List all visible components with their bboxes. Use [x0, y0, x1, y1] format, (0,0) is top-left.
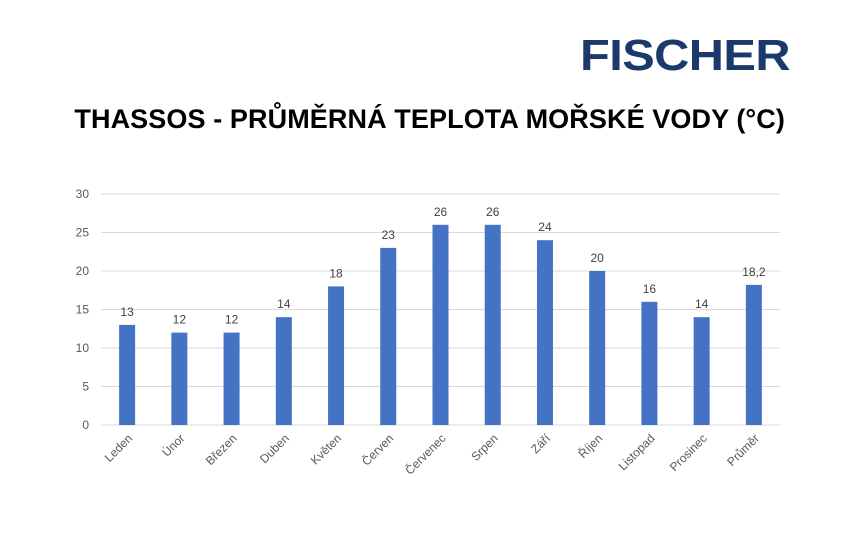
- bar-3: [223, 332, 240, 425]
- data-label-4: 14: [277, 297, 291, 311]
- bar-8: [484, 224, 501, 425]
- bar-6: [380, 247, 397, 425]
- x-tick-label-9: Září: [528, 431, 553, 456]
- x-axis-tick-labels: Leden Únor Březen Duben Květen Červen Červenec…: [102, 431, 762, 478]
- y-tick-label: 30: [76, 187, 90, 201]
- fischer-logo: FISCHER: [580, 31, 790, 80]
- bar-11: [641, 301, 658, 425]
- chart-title: THASSOS - PRŮMĚRNÁ TEPLOTA MOŘSKÉ VODY (…: [74, 104, 785, 134]
- data-labels: 13 12 12 14 18 23 26 26 24 20 16 14 18,2: [120, 205, 765, 327]
- data-label-12: 14: [695, 297, 709, 311]
- bar-2: [171, 332, 188, 425]
- data-label-3: 12: [225, 313, 239, 327]
- x-tick-label-3: Březen: [203, 431, 240, 468]
- x-tick-label-1: Leden: [102, 431, 135, 464]
- bar-12: [693, 317, 710, 425]
- x-tick-label-2: Únor: [158, 431, 187, 460]
- bar-10: [589, 271, 606, 425]
- bar-1: [119, 324, 136, 425]
- x-tick-label-11: Listopad: [616, 431, 658, 473]
- data-label-13: 18,2: [742, 265, 766, 279]
- x-tick-label-7: Červenec: [402, 431, 449, 478]
- x-tick-label-8: Srpen: [468, 431, 501, 464]
- bar-9: [536, 240, 553, 425]
- y-tick-label: 10: [76, 341, 90, 355]
- y-tick-label: 25: [76, 226, 90, 240]
- y-tick-label: 0: [82, 418, 89, 432]
- bar-5: [328, 286, 345, 425]
- data-label-5: 18: [329, 266, 343, 280]
- bars: [119, 224, 762, 425]
- data-label-10: 20: [591, 251, 605, 265]
- x-tick-label-6: Červen: [358, 431, 396, 469]
- fischer-logo-text: FISCHER: [580, 31, 790, 80]
- data-label-8: 26: [486, 205, 500, 219]
- data-label-9: 24: [538, 220, 552, 234]
- data-label-2: 12: [173, 313, 187, 327]
- data-label-6: 23: [382, 228, 396, 242]
- y-axis-tick-labels: 0 5 10 15 20 25 30: [76, 187, 90, 432]
- x-tick-label-13: Průměr: [724, 431, 762, 469]
- bar-13: [745, 284, 762, 425]
- data-label-1: 13: [120, 305, 134, 319]
- x-tick-label-12: Prosinec: [667, 431, 710, 474]
- bar-7: [432, 224, 449, 425]
- x-tick-label-10: Říjen: [575, 431, 605, 461]
- y-tick-label: 20: [76, 264, 90, 278]
- x-tick-label-5: Květen: [308, 431, 344, 467]
- y-tick-label: 5: [82, 380, 89, 394]
- data-label-11: 16: [643, 282, 657, 296]
- data-label-7: 26: [434, 205, 448, 219]
- y-tick-label: 15: [76, 303, 90, 317]
- x-tick-label-4: Duben: [257, 431, 292, 466]
- bar-4: [275, 317, 292, 425]
